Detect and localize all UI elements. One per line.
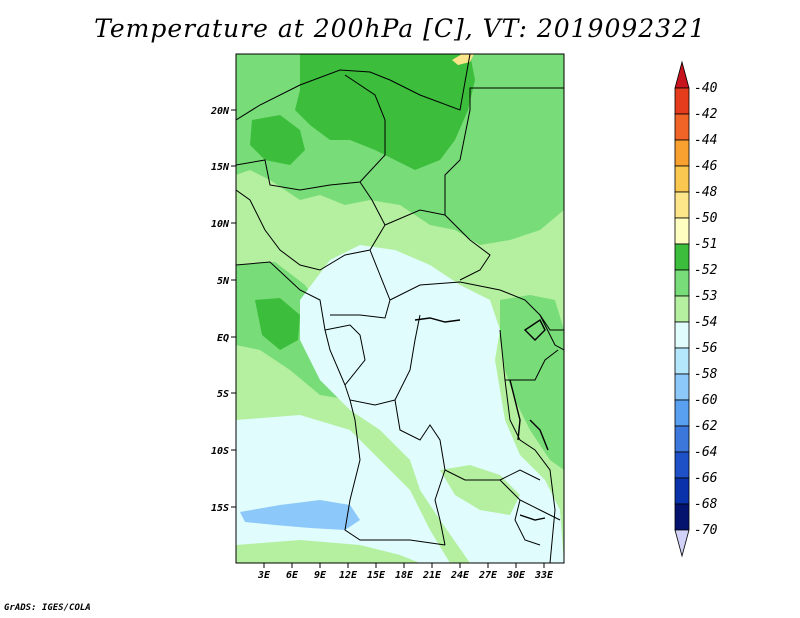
colorbar-swatch <box>674 87 690 115</box>
field-northeast-green <box>480 85 564 150</box>
colorbar-label: -46 <box>694 159 718 174</box>
colorbar: -40 -42 -44 -46 -48 -50 -51 -52 -53 -54 -56 -58 -60 -… <box>674 60 718 558</box>
lon-label: 12E <box>339 570 358 581</box>
colorbar-label: -68 <box>694 497 718 512</box>
colorbar-label: -70 <box>694 523 718 538</box>
colorbar-swatch <box>674 113 690 141</box>
lon-label: 15E <box>367 570 386 581</box>
field-west-darkgreen <box>255 298 300 350</box>
colorbar-label: -44 <box>694 133 717 148</box>
lon-label: 30E <box>506 570 526 581</box>
lon-label: 3E <box>257 570 271 581</box>
colorbar-label: -56 <box>694 341 718 356</box>
lat-label: 15S <box>211 503 229 514</box>
field-north-darkgreen-2 <box>250 115 305 165</box>
map-frame <box>235 53 565 564</box>
colorbar-swatch <box>674 243 690 271</box>
colorbar-label: -54 <box>694 315 717 330</box>
colorbar-swatch <box>674 269 690 297</box>
colorbar-swatch <box>674 373 690 401</box>
country-borders <box>236 54 564 563</box>
colorbar-label: -52 <box>694 263 718 278</box>
lat-label: 10N <box>211 219 230 230</box>
lat-label: 20N <box>210 106 230 117</box>
colorbar-label: -58 <box>694 367 718 382</box>
field-north-darkgreen <box>295 54 475 170</box>
colorbar-label: -66 <box>694 471 718 486</box>
colorbar-swatch <box>674 139 690 167</box>
colorbar-label: -62 <box>694 419 718 434</box>
field-south-blue <box>240 500 360 530</box>
lon-label: 18E <box>395 570 414 581</box>
lat-label: 5N <box>217 276 230 287</box>
lon-label: 9E <box>314 570 327 581</box>
colorbar-label: -42 <box>694 107 718 122</box>
colorbar-label: -60 <box>694 393 718 408</box>
lon-axis: 3E 6E 9E 12E 15E 18E 21E 24E 27E 30E 33E <box>257 563 554 581</box>
colorbar-arrow-top <box>674 60 690 89</box>
colorbar-label: -50 <box>694 211 718 226</box>
colorbar-swatch <box>674 399 690 427</box>
colorbar-label: -64 <box>694 445 717 460</box>
colorbar-swatch <box>674 347 690 375</box>
colorbar-label: -51 <box>694 237 717 252</box>
lon-label: 27E <box>478 570 498 581</box>
grads-credit: GrADS: IGES/COLA <box>4 603 91 613</box>
lon-label: 21E <box>422 570 442 581</box>
lat-label: 10S <box>211 446 229 457</box>
lon-label: 24E <box>450 570 470 581</box>
map-title: Temperature at 200hPa [C], VT: 201909232… <box>94 14 706 43</box>
lat-label: 15N <box>211 162 230 173</box>
colorbar-swatch <box>674 165 690 193</box>
colorbar-swatch <box>674 425 690 453</box>
colorbar-swatch <box>674 191 690 219</box>
temperature-field <box>236 54 564 563</box>
lakes <box>414 317 549 521</box>
lat-label: EQ <box>217 333 229 344</box>
lon-label: 33E <box>534 570 554 581</box>
colorbar-swatch <box>674 295 690 323</box>
lat-label: 5S <box>217 389 229 400</box>
lon-label: 6E <box>286 570 299 581</box>
colorbar-label: -48 <box>694 185 718 200</box>
colorbar-swatch <box>674 321 690 349</box>
colorbar-swatch <box>674 503 690 531</box>
field-east-green <box>500 295 564 470</box>
field-south-green <box>236 540 420 563</box>
colorbar-label: -40 <box>694 81 718 96</box>
colorbar-arrow-bottom <box>674 529 690 558</box>
colorbar-swatch <box>674 451 690 479</box>
colorbar-swatch <box>674 217 690 245</box>
colorbar-swatch <box>674 477 690 505</box>
colorbar-label: -53 <box>694 289 717 304</box>
lat-axis: 20N 15N 10N 5N EQ 5S 10S 15S <box>210 106 236 514</box>
